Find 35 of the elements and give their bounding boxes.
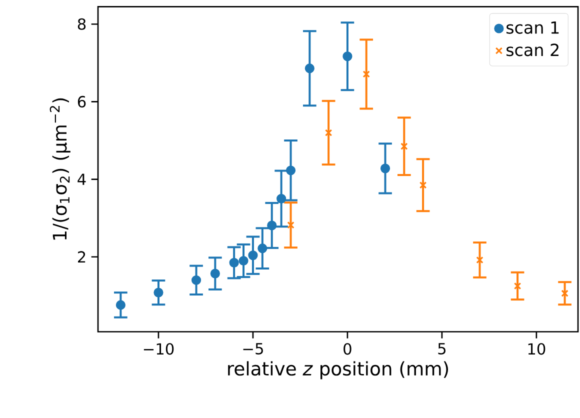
point — [276, 194, 286, 204]
point — [210, 268, 220, 278]
point — [561, 290, 568, 297]
point — [380, 164, 390, 174]
y-tick-label: 8 — [78, 18, 86, 30]
x-tick-label: 0 — [344, 343, 352, 355]
point — [116, 300, 126, 310]
point — [476, 256, 484, 264]
x-axis-title: relative z position (mm) — [228, 361, 448, 380]
legend-label: scan 2 — [506, 44, 558, 56]
point — [248, 250, 258, 260]
point — [324, 129, 332, 136]
y-tick-label: 4 — [78, 174, 86, 185]
y-tick-label: 2 — [78, 251, 86, 263]
x-tick-label: 10 — [528, 343, 546, 355]
x-tick-label: 5 — [438, 343, 446, 354]
point — [267, 220, 277, 230]
point — [304, 64, 314, 74]
point — [229, 258, 239, 268]
x-tick-label: −10 — [144, 343, 174, 355]
point — [238, 256, 248, 266]
point — [286, 166, 296, 176]
y-axis-title: 1/(σ$_{1}$σ$_{2}$) (μm$^{−2}$) — [50, 98, 70, 240]
point — [191, 275, 202, 285]
legend-label: scan 1 — [506, 21, 559, 34]
point — [342, 52, 352, 62]
point — [362, 70, 370, 78]
point — [400, 142, 408, 150]
y-tick-label: 6 — [78, 96, 86, 108]
x-tick-label: −5 — [243, 343, 263, 354]
point — [154, 288, 164, 298]
point — [419, 181, 427, 189]
point — [514, 282, 522, 290]
point — [258, 244, 268, 254]
point — [287, 221, 294, 229]
